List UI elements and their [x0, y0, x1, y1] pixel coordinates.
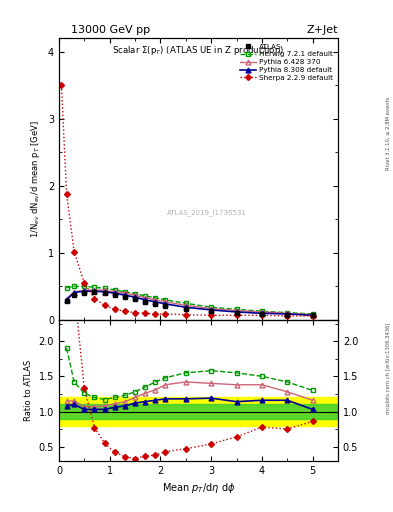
Sherpa 2.2.9 default	[72, 248, 77, 254]
Pythia 8.308 default	[102, 289, 107, 295]
Herwig 7.2.1 default	[209, 304, 213, 310]
Line: Pythia 6.428 370: Pythia 6.428 370	[64, 287, 315, 317]
Pythia 8.308 default	[64, 297, 69, 303]
Pythia 6.428 370	[72, 289, 77, 295]
Pythia 8.308 default	[123, 292, 127, 298]
Pythia 6.428 370	[184, 302, 188, 308]
Pythia 6.428 370	[102, 287, 107, 293]
Pythia 8.308 default	[310, 312, 315, 318]
Y-axis label: 1/N$_{ev}$ dN$_{ev}$/d mean p$_{T}$ [GeV]: 1/N$_{ev}$ dN$_{ev}$/d mean p$_{T}$ [GeV…	[29, 120, 42, 238]
Herwig 7.2.1 default	[285, 310, 290, 316]
Sherpa 2.2.9 default	[143, 310, 147, 316]
Pythia 6.428 370	[209, 306, 213, 312]
Herwig 7.2.1 default	[102, 285, 107, 291]
Herwig 7.2.1 default	[234, 306, 239, 312]
Y-axis label: Ratio to ATLAS: Ratio to ATLAS	[24, 360, 33, 421]
Pythia 6.428 370	[234, 308, 239, 314]
Herwig 7.2.1 default	[64, 285, 69, 291]
Line: Sherpa 2.2.9 default: Sherpa 2.2.9 default	[59, 83, 315, 318]
Pythia 8.308 default	[184, 304, 188, 310]
Sherpa 2.2.9 default	[123, 308, 127, 314]
Pythia 6.428 370	[123, 290, 127, 296]
Sherpa 2.2.9 default	[163, 311, 168, 317]
Pythia 8.308 default	[92, 288, 97, 294]
Sherpa 2.2.9 default	[64, 191, 69, 197]
Text: 13000 GeV pp: 13000 GeV pp	[71, 25, 150, 35]
Sherpa 2.2.9 default	[285, 313, 290, 319]
Sherpa 2.2.9 default	[102, 302, 107, 308]
Herwig 7.2.1 default	[82, 284, 87, 290]
Line: Herwig 7.2.1 default: Herwig 7.2.1 default	[64, 284, 315, 316]
Pythia 8.308 default	[112, 290, 117, 296]
Line: Pythia 8.308 default: Pythia 8.308 default	[64, 289, 315, 318]
Herwig 7.2.1 default	[310, 311, 315, 317]
Sherpa 2.2.9 default	[209, 312, 213, 318]
Pythia 6.428 370	[133, 292, 138, 298]
Pythia 8.308 default	[143, 297, 147, 303]
Pythia 6.428 370	[259, 309, 264, 315]
Herwig 7.2.1 default	[163, 297, 168, 303]
Pythia 8.308 default	[133, 294, 138, 300]
Pythia 6.428 370	[310, 312, 315, 318]
Pythia 6.428 370	[92, 287, 97, 293]
Herwig 7.2.1 default	[259, 308, 264, 314]
Herwig 7.2.1 default	[72, 284, 77, 290]
Herwig 7.2.1 default	[143, 293, 147, 299]
Pythia 6.428 370	[82, 287, 87, 293]
Pythia 6.428 370	[285, 310, 290, 316]
Pythia 8.308 default	[163, 301, 168, 307]
Sherpa 2.2.9 default	[59, 82, 64, 89]
Text: ATLAS_2019_I1736531: ATLAS_2019_I1736531	[167, 209, 247, 217]
Sherpa 2.2.9 default	[82, 280, 87, 286]
Legend: ATLAS, Herwig 7.2.1 default, Pythia 6.428 370, Pythia 8.308 default, Sherpa 2.2.: ATLAS, Herwig 7.2.1 default, Pythia 6.42…	[239, 42, 334, 82]
Herwig 7.2.1 default	[123, 289, 127, 295]
Pythia 6.428 370	[163, 299, 168, 305]
Text: Z+Jet: Z+Jet	[307, 25, 338, 35]
Pythia 8.308 default	[82, 288, 87, 294]
Pythia 8.308 default	[209, 307, 213, 313]
Herwig 7.2.1 default	[133, 291, 138, 297]
Herwig 7.2.1 default	[153, 295, 158, 301]
X-axis label: Mean $p_T$/d$\eta$ d$\phi$: Mean $p_T$/d$\eta$ d$\phi$	[162, 481, 235, 495]
Sherpa 2.2.9 default	[234, 312, 239, 318]
Sherpa 2.2.9 default	[133, 310, 138, 316]
Text: Scalar $\Sigma$(p$_T$) (ATLAS UE in Z production): Scalar $\Sigma$(p$_T$) (ATLAS UE in Z pr…	[112, 44, 285, 57]
Sherpa 2.2.9 default	[310, 313, 315, 319]
Sherpa 2.2.9 default	[184, 312, 188, 318]
Text: Rivet 3.1.10, ≥ 2.8M events: Rivet 3.1.10, ≥ 2.8M events	[386, 96, 391, 170]
Pythia 6.428 370	[64, 295, 69, 302]
Pythia 6.428 370	[143, 295, 147, 301]
Pythia 8.308 default	[234, 309, 239, 315]
Herwig 7.2.1 default	[92, 284, 97, 290]
Pythia 8.308 default	[72, 289, 77, 295]
Herwig 7.2.1 default	[112, 287, 117, 293]
Pythia 8.308 default	[285, 311, 290, 317]
Text: mcplots.cern.ch [arXiv:1306.3436]: mcplots.cern.ch [arXiv:1306.3436]	[386, 323, 391, 414]
Sherpa 2.2.9 default	[153, 311, 158, 317]
Sherpa 2.2.9 default	[92, 295, 97, 302]
Pythia 6.428 370	[112, 289, 117, 295]
Pythia 8.308 default	[259, 310, 264, 316]
Pythia 8.308 default	[153, 299, 158, 305]
Herwig 7.2.1 default	[184, 300, 188, 306]
Sherpa 2.2.9 default	[259, 312, 264, 318]
Sherpa 2.2.9 default	[112, 306, 117, 312]
Pythia 6.428 370	[153, 297, 158, 303]
